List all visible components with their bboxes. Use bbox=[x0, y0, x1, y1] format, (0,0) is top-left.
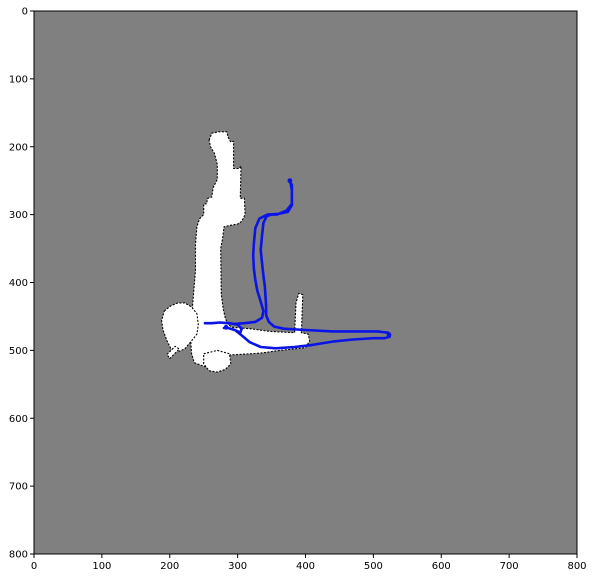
y-tick-label: 600 bbox=[9, 414, 28, 425]
y-tick-label: 200 bbox=[9, 142, 28, 153]
y-tick-label: 800 bbox=[9, 550, 28, 561]
x-tick-label: 700 bbox=[500, 561, 519, 572]
path-point-0 bbox=[224, 325, 229, 330]
path-point-2 bbox=[288, 178, 293, 183]
path-point-1 bbox=[387, 332, 392, 337]
y-tick-label: 0 bbox=[22, 7, 28, 18]
y-tick-label: 300 bbox=[9, 210, 28, 221]
x-tick-label: 800 bbox=[567, 561, 586, 572]
y-tick-label: 100 bbox=[9, 74, 28, 85]
y-axis: 0 100 200 300 400 500 600 700 800 bbox=[9, 7, 34, 561]
x-tick-label: 400 bbox=[296, 561, 315, 572]
plot-background bbox=[34, 11, 577, 554]
x-tick-label: 500 bbox=[364, 561, 383, 572]
x-tick-label: 600 bbox=[432, 561, 451, 572]
x-tick-label: 100 bbox=[92, 561, 111, 572]
y-tick-label: 400 bbox=[9, 278, 28, 289]
x-axis: 0 100 200 300 400 500 600 700 800 bbox=[31, 554, 587, 572]
x-tick-label: 0 bbox=[31, 561, 37, 572]
y-tick-label: 700 bbox=[9, 482, 28, 493]
x-tick-label: 200 bbox=[160, 561, 179, 572]
x-tick-label: 300 bbox=[228, 561, 247, 572]
y-tick-label: 500 bbox=[9, 346, 28, 357]
